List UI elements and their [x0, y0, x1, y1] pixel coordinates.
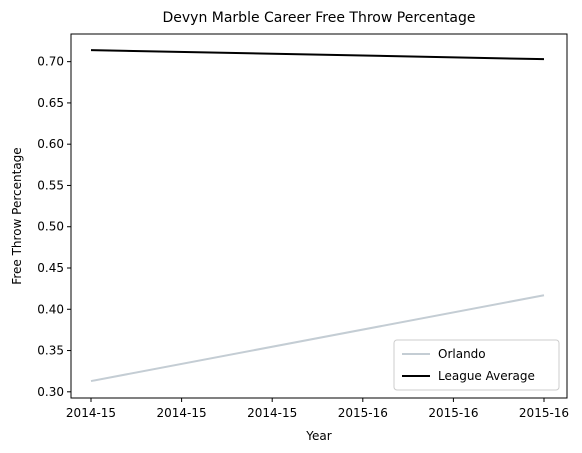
x-tick-label: 2015-16 — [338, 406, 388, 420]
x-tick-label: 2015-16 — [428, 406, 478, 420]
x-tick-label: 2014-15 — [66, 406, 116, 420]
chart-title: Devyn Marble Career Free Throw Percentag… — [162, 10, 475, 26]
x-axis-title: Year — [305, 429, 331, 443]
x-tick-label: 2014-15 — [157, 406, 207, 420]
y-tick-label: 0.30 — [37, 385, 64, 399]
y-tick-label: 0.50 — [37, 220, 64, 234]
plot-area-frame — [70, 33, 568, 399]
y-tick-label: 0.40 — [37, 302, 64, 316]
y-tick-label: 0.60 — [37, 137, 64, 151]
y-axis-title: Free Throw Percentage — [10, 147, 24, 284]
y-tick-label: 0.70 — [37, 55, 64, 69]
x-tick-label: 2014-15 — [247, 406, 297, 420]
series-line-orlando — [90, 294, 545, 383]
y-tick-label: 0.35 — [37, 344, 64, 358]
y-tick-label: 0.65 — [37, 96, 64, 110]
legend: Orlando League Average — [393, 339, 560, 391]
y-axis: 0.30 0.35 0.40 0.45 0.50 0.55 0.60 0.65 0.70 — [37, 55, 71, 399]
legend-label: League Average — [438, 369, 535, 383]
legend-box — [393, 339, 560, 391]
legend-label: Orlando — [438, 347, 486, 361]
series-line-league-average — [90, 49, 545, 61]
series-lines — [90, 49, 545, 383]
x-tick-label: 2015-16 — [519, 406, 569, 420]
x-axis: 2014-15 2014-15 2014-15 2015-16 2015-16 2015-… — [66, 398, 569, 420]
y-tick-label: 0.45 — [37, 261, 64, 275]
y-tick-label: 0.55 — [37, 178, 64, 192]
